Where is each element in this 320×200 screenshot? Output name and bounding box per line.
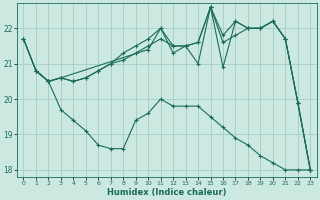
X-axis label: Humidex (Indice chaleur): Humidex (Indice chaleur) (107, 188, 227, 197)
